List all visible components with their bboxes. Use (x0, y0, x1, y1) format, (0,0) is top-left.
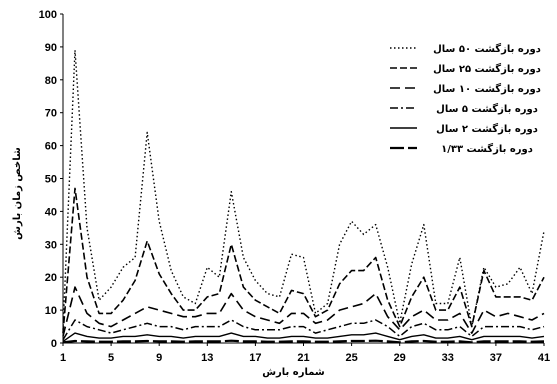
series-line-2 (62, 187, 545, 334)
x-tick-labels: 1 5 9 13 17 21 25 29 33 37 41 (60, 343, 550, 364)
plot-area (62, 49, 545, 344)
y-tick-label-30: 30 (45, 239, 57, 251)
y-axis-title: شاخص زمان بارش (12, 147, 23, 240)
y-tick-label-90: 90 (45, 42, 57, 54)
x-tick-label-9: 9 (156, 352, 162, 364)
y-tick-label-70: 70 (45, 108, 57, 120)
x-tick-label-25: 25 (345, 352, 357, 364)
legend-label-1: دوره بازگشت ۵۰ سال (433, 42, 541, 55)
x-tick-label-41: 41 (538, 352, 550, 364)
legend-label-4: دوره بازگشت ۵ سال (436, 102, 538, 115)
legend-label-2: دوره بازگشت ۲۵ سال (433, 62, 541, 75)
y-tick-label-80: 80 (45, 75, 57, 87)
y-tick-label-10: 10 (45, 305, 57, 317)
legend-label-3: دوره بازگشت ۱۰ سال (433, 82, 541, 95)
y-tick-labels: 0 10 20 30 40 50 60 70 80 90 100 (39, 9, 63, 350)
x-tick-label-33: 33 (442, 352, 454, 364)
series-line-4 (62, 319, 545, 341)
x-tick-label-5: 5 (108, 352, 114, 364)
series-line-1 (62, 49, 545, 330)
legend-label-5: دوره بازگشت ۲ سال (436, 122, 538, 135)
y-tick-label-20: 20 (45, 272, 57, 284)
x-tick-label-1: 1 (60, 352, 66, 364)
x-tick-label-29: 29 (394, 352, 406, 364)
x-tick-label-21: 21 (297, 352, 309, 364)
y-tick-label-0: 0 (51, 338, 57, 350)
legend: دوره بازگشت ۵۰ سال دوره بازگشت ۲۵ سال دوره… (390, 42, 541, 155)
series-line-6 (62, 339, 545, 344)
x-tick-label-17: 17 (249, 352, 261, 364)
legend-label-6: دوره بازگشت ۱/۳۳ (441, 142, 533, 155)
x-tick-label-37: 37 (490, 352, 502, 364)
series-line-5 (62, 332, 545, 342)
x-axis-title: شماره بارش (262, 367, 325, 378)
y-tick-label-40: 40 (45, 206, 57, 218)
y-tick-label-60: 60 (45, 141, 57, 153)
y-tick-label-100: 100 (39, 9, 57, 21)
series-line-3 (62, 286, 545, 337)
y-tick-label-50: 50 (45, 174, 57, 186)
x-tick-label-13: 13 (201, 352, 213, 364)
